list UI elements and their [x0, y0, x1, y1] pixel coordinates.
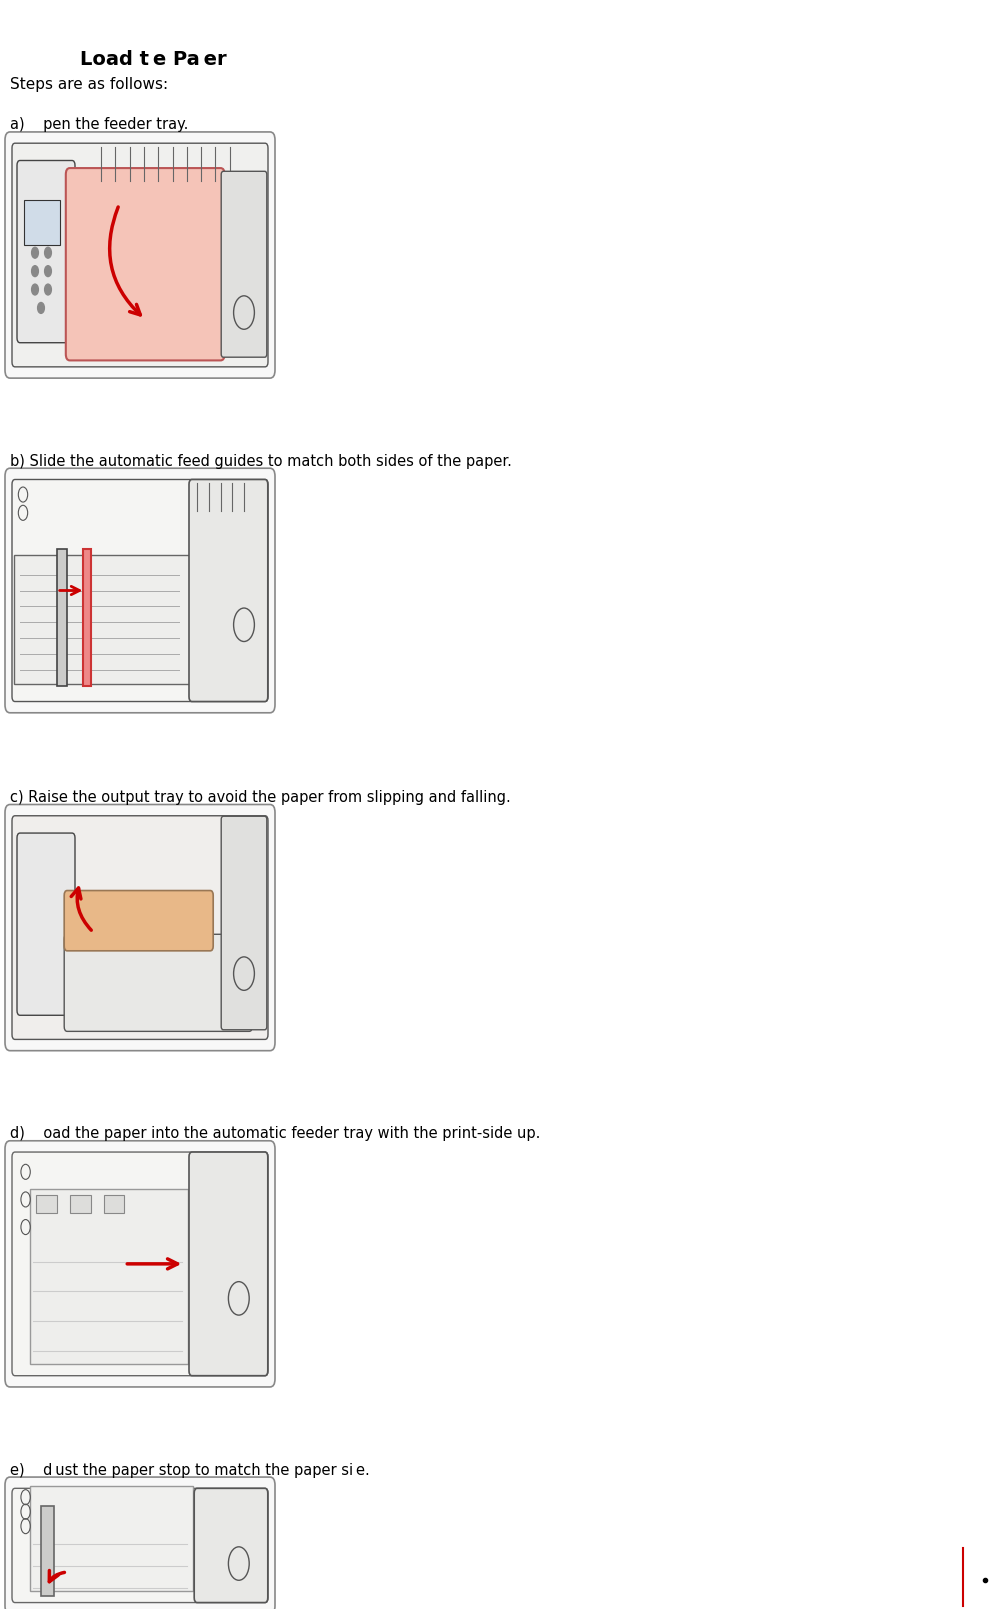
FancyBboxPatch shape	[5, 804, 275, 1051]
FancyBboxPatch shape	[189, 1152, 268, 1376]
FancyBboxPatch shape	[17, 833, 75, 1015]
Circle shape	[32, 248, 38, 257]
FancyBboxPatch shape	[5, 132, 275, 378]
Text: b) Slide the automatic feed guides to match both sides of the paper.: b) Slide the automatic feed guides to ma…	[10, 454, 512, 468]
Circle shape	[45, 265, 51, 277]
Bar	[57, 549, 67, 687]
Text: Steps are as follows:: Steps are as follows:	[10, 77, 168, 92]
FancyBboxPatch shape	[17, 161, 75, 343]
FancyBboxPatch shape	[5, 468, 275, 713]
FancyBboxPatch shape	[12, 143, 268, 367]
FancyBboxPatch shape	[12, 1488, 268, 1603]
Bar	[36, 1195, 57, 1213]
FancyBboxPatch shape	[194, 1488, 268, 1603]
Bar	[83, 549, 91, 687]
Text: e)    d ust the paper stop to match the paper si e.: e) d ust the paper stop to match the pap…	[10, 1463, 370, 1477]
FancyBboxPatch shape	[221, 171, 267, 357]
Text: Load t e Pa er: Load t e Pa er	[80, 50, 227, 69]
Bar	[41, 1506, 54, 1596]
FancyBboxPatch shape	[30, 1189, 188, 1364]
FancyBboxPatch shape	[64, 890, 213, 951]
FancyBboxPatch shape	[189, 479, 268, 702]
FancyBboxPatch shape	[12, 816, 268, 1039]
FancyBboxPatch shape	[24, 201, 60, 245]
Text: c) Raise the output tray to avoid the paper from slipping and falling.: c) Raise the output tray to avoid the pa…	[10, 790, 511, 804]
Circle shape	[45, 285, 51, 294]
Circle shape	[32, 285, 38, 294]
Bar	[104, 1195, 124, 1213]
Bar	[70, 1195, 91, 1213]
FancyBboxPatch shape	[64, 935, 252, 1031]
Text: a)    pen the feeder tray.: a) pen the feeder tray.	[10, 117, 188, 132]
Circle shape	[38, 302, 44, 314]
FancyBboxPatch shape	[30, 1485, 193, 1591]
FancyBboxPatch shape	[12, 1152, 268, 1376]
FancyBboxPatch shape	[12, 479, 268, 702]
FancyBboxPatch shape	[5, 1141, 275, 1387]
FancyBboxPatch shape	[14, 555, 193, 684]
FancyBboxPatch shape	[66, 167, 225, 360]
FancyBboxPatch shape	[5, 1477, 275, 1609]
Text: d)    oad the paper into the automatic feeder tray with the print-side up.: d) oad the paper into the automatic feed…	[10, 1126, 540, 1141]
Circle shape	[45, 248, 51, 257]
Circle shape	[32, 265, 38, 277]
FancyBboxPatch shape	[221, 816, 267, 1030]
